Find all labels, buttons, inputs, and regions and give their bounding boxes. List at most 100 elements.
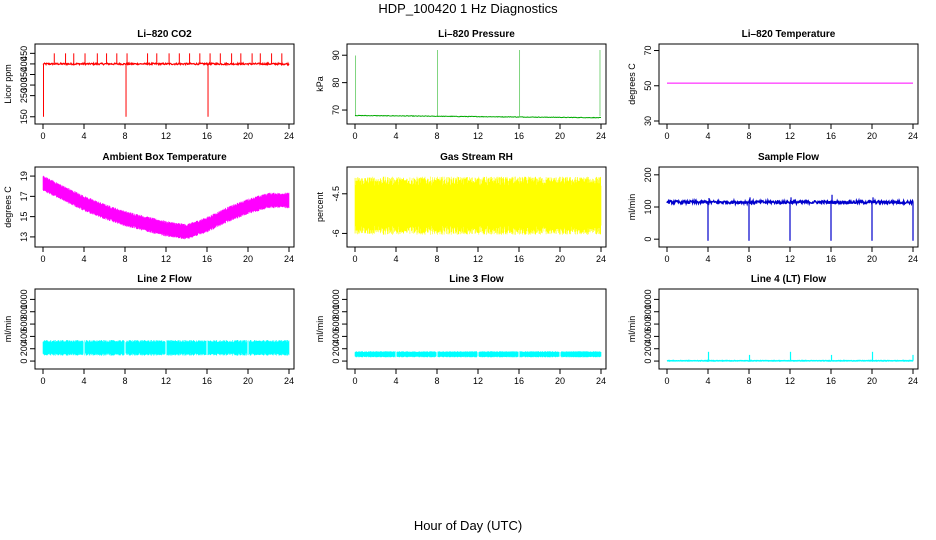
x-tick-label: 20 — [555, 254, 565, 264]
plot-frame — [658, 166, 919, 248]
x-tick-label: 4 — [705, 254, 710, 264]
y-tick-label: 1000 — [331, 289, 341, 309]
y-axis-label: ml/min — [3, 316, 13, 343]
x-tick-label: 8 — [122, 376, 127, 386]
y-tick-label: 1000 — [19, 289, 29, 309]
plot-frame — [658, 43, 919, 125]
x-tick-label: 20 — [555, 376, 565, 386]
chart-title: Ambient Box Temperature — [102, 152, 227, 163]
x-tick-label: 12 — [161, 131, 171, 141]
y-tick-label: 30 — [643, 116, 653, 126]
x-tick-label: 24 — [908, 254, 918, 264]
x-tick-label: 24 — [284, 376, 294, 386]
chart-panel-4: Ambient Box Temperature degrees C 0 4 8 12 16 2… — [3, 152, 295, 264]
x-tick-label: 12 — [161, 254, 171, 264]
x-tick-label: 0 — [352, 376, 357, 386]
x-tick-label: 24 — [284, 254, 294, 264]
x-tick-label: 0 — [352, 254, 357, 264]
y-tick-label: 250 — [19, 88, 29, 103]
chart-title: Li–820 Temperature — [742, 29, 836, 40]
y-tick-label: 800 — [19, 304, 29, 319]
x-tick-label: 16 — [202, 131, 212, 141]
series-band — [42, 175, 290, 240]
x-tick-label: 20 — [243, 254, 253, 264]
y-axis-label: degrees C — [3, 186, 13, 228]
chart-panel-9: Line 4 (LT) Flow ml/min 0 4 8 12 16 20 24 0 200400… — [627, 274, 919, 386]
x-tick-label: 8 — [122, 131, 127, 141]
y-tick-label: 0 — [19, 359, 29, 364]
series-line — [42, 61, 290, 67]
plot-frame — [34, 166, 295, 248]
x-tick-label: 24 — [284, 131, 294, 141]
x-tick-label: 16 — [514, 131, 524, 141]
x-tick-label: 20 — [555, 131, 565, 141]
y-tick-label: 450 — [19, 46, 29, 61]
x-tick-label: 16 — [826, 131, 836, 141]
y-tick-label: 90 — [331, 50, 341, 60]
x-tick-label: 20 — [867, 376, 877, 386]
plot-frame — [346, 43, 607, 125]
x-tick-label: 20 — [867, 254, 877, 264]
x-tick-label: 0 — [40, 131, 45, 141]
chart-panel-2: Li–820 Pressure kPa 0 4 8 12 16 20 24 70 80 90 — [315, 29, 607, 141]
x-tick-label: 12 — [785, 254, 795, 264]
y-tick-label: 150 — [19, 109, 29, 124]
y-axis-label: degrees C — [627, 63, 637, 105]
x-tick-label: 0 — [40, 254, 45, 264]
x-tick-label: 4 — [393, 131, 398, 141]
x-tick-label: 0 — [664, 254, 669, 264]
x-tick-label: 12 — [473, 254, 483, 264]
series-line — [354, 114, 602, 119]
y-tick-label: 70 — [643, 46, 653, 56]
x-tick-label: 8 — [746, 376, 751, 386]
chart-panel-1: Li–820 CO2 Licor ppm 0 4 8 12 16 20 24 150 2503003… — [3, 29, 295, 141]
y-tick-label: 300 — [19, 78, 29, 93]
x-tick-label: 4 — [81, 131, 86, 141]
x-tick-label: 4 — [705, 131, 710, 141]
x-tick-label: 12 — [473, 376, 483, 386]
plot-frame — [658, 288, 919, 370]
chart-panel-7: Line 2 Flow ml/min 0 4 8 12 16 20 24 0 20040060080… — [3, 274, 295, 386]
y-tick-label: 80 — [331, 78, 341, 88]
x-tick-label: 24 — [908, 131, 918, 141]
x-tick-label: 8 — [434, 131, 439, 141]
chart-title: Li–820 Pressure — [438, 29, 515, 40]
x-tick-label: 12 — [785, 376, 795, 386]
x-tick-label: 0 — [664, 131, 669, 141]
x-tick-label: 24 — [596, 131, 606, 141]
y-tick-label: 350 — [19, 67, 29, 82]
x-tick-label: 4 — [705, 376, 710, 386]
y-axis-label: percent — [315, 191, 325, 222]
series-band — [354, 176, 602, 235]
plot-frame — [34, 43, 295, 125]
x-tick-label: 16 — [826, 376, 836, 386]
chart-title: Gas Stream RH — [440, 152, 513, 163]
plot-frame — [34, 288, 295, 370]
y-axis-label: ml/min — [627, 194, 637, 221]
chart-panel-8: Line 3 Flow ml/min 0 4 8 12 16 20 24 0 20040060080… — [315, 274, 607, 386]
x-tick-label: 12 — [785, 131, 795, 141]
x-tick-label: 8 — [746, 254, 751, 264]
x-tick-label: 8 — [746, 131, 751, 141]
y-tick-label: 0 — [643, 359, 653, 364]
series-band — [354, 351, 602, 358]
plot-frame — [346, 288, 607, 370]
x-tick-label: 8 — [434, 254, 439, 264]
chart-title: Li–820 CO2 — [137, 29, 192, 40]
chart-title: Line 3 Flow — [449, 274, 504, 285]
x-tick-label: 24 — [596, 254, 606, 264]
y-tick-label: -6 — [331, 229, 341, 237]
y-tick-label: 15 — [19, 212, 29, 222]
x-tick-label: 4 — [393, 254, 398, 264]
x-tick-label: 12 — [473, 131, 483, 141]
y-tick-label: 600 — [331, 317, 341, 332]
x-tick-label: 16 — [514, 254, 524, 264]
y-tick-label: 200 — [643, 341, 653, 356]
y-tick-label: 800 — [643, 304, 653, 319]
y-tick-label: 13 — [19, 232, 29, 242]
x-tick-label: 16 — [202, 254, 212, 264]
x-tick-label: 20 — [243, 376, 253, 386]
x-tick-label: 4 — [81, 376, 86, 386]
x-tick-label: 0 — [40, 376, 45, 386]
y-tick-label: 600 — [19, 317, 29, 332]
